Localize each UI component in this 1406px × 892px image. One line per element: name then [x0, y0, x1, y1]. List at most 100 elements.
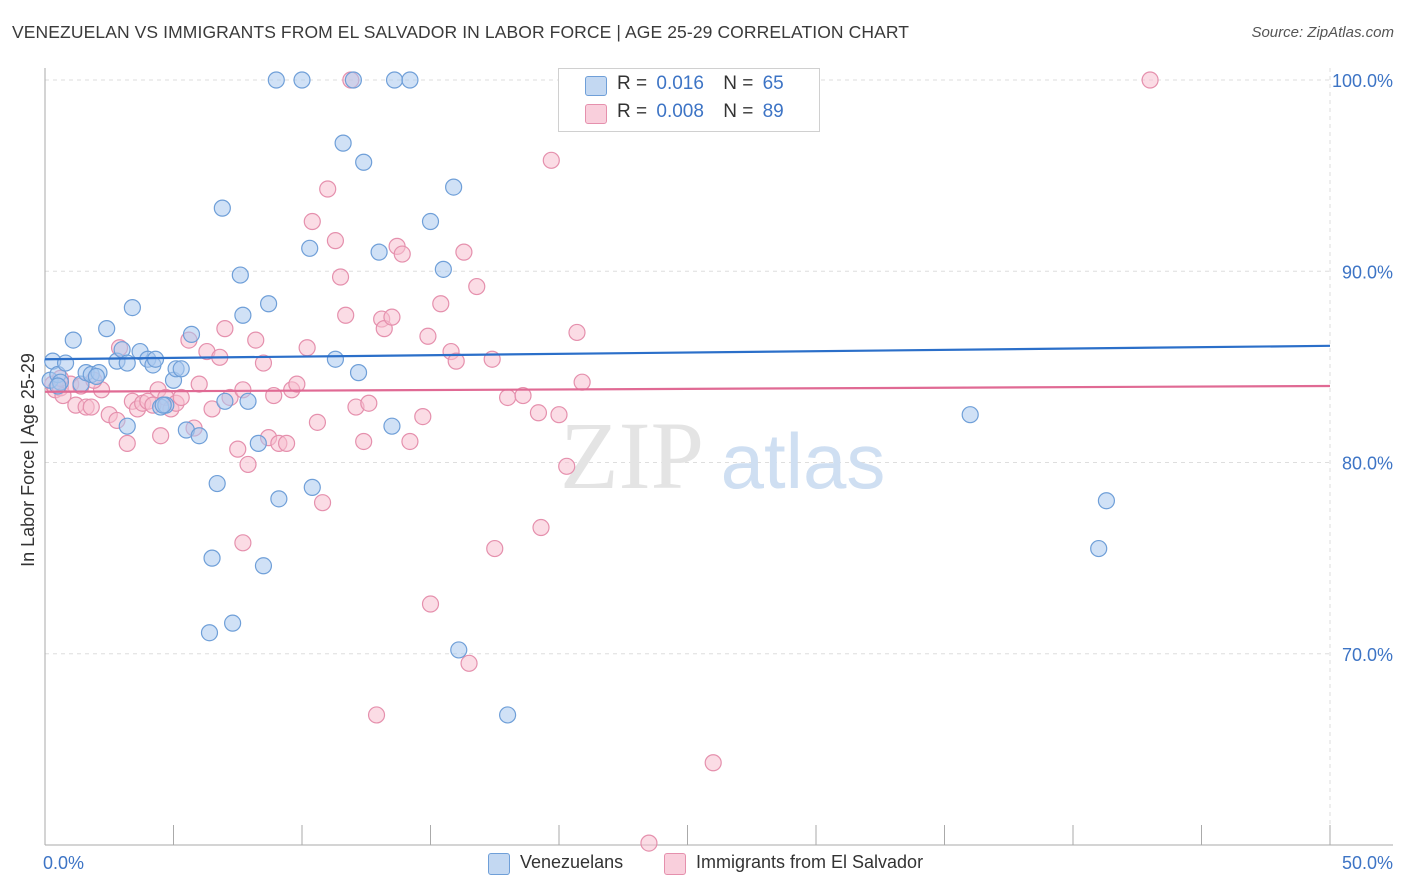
el-salvador-point [331, 268, 350, 286]
el-salvador-point [355, 432, 373, 451]
el-salvador-point [152, 427, 170, 445]
venezuelan-point [49, 377, 67, 395]
el-salvador-point [234, 534, 252, 552]
axes [44, 68, 1393, 846]
legend-label-el-salvador: Immigrants from El Salvador [696, 852, 924, 872]
el-salvador-point [319, 180, 337, 198]
venezuelan-point [450, 641, 468, 659]
el-salvador-point [558, 457, 576, 475]
el-salvador-point [298, 339, 316, 357]
legend-r-value: 0.016 [656, 73, 704, 94]
venezuelan-point [499, 706, 517, 724]
el-salvador-point [532, 518, 550, 537]
el-salvador-point [254, 354, 273, 372]
venezuelan-point [216, 392, 234, 410]
venezuelan-point [303, 478, 321, 496]
el-salvador-point [303, 212, 321, 231]
trend-line-venezuelans [44, 344, 1331, 361]
venezuelan-point [421, 212, 440, 231]
el-salvador-point [288, 375, 306, 393]
venezuelan-point [231, 266, 249, 284]
axis-labels: 70.0% 80.0% 90.0% 100.0% 0.0% 50.0% In Labor F… [18, 71, 1393, 873]
el-salvador-point [360, 394, 378, 412]
el-salvador-point [486, 539, 504, 558]
series-venezuelans-points [41, 71, 1116, 724]
legend-n-label: N = [723, 101, 754, 122]
venezuelan-point [190, 427, 208, 445]
el-salvador-point [383, 308, 401, 326]
venezuelan-point [383, 417, 401, 435]
el-salvador-point [414, 408, 432, 426]
venezuelan-point [349, 364, 368, 382]
el-salvador-point [432, 295, 450, 313]
legend-r-label: R = [617, 73, 648, 94]
el-salvador-point [455, 243, 473, 261]
legend-n-value: 89 [762, 101, 784, 122]
legend-swatch-pink [585, 104, 607, 124]
trend-lines [44, 344, 1331, 393]
venezuelan-point [118, 417, 136, 435]
watermark-atlas: atlas [721, 417, 886, 505]
el-salvador-point [337, 306, 355, 324]
venezuelan-point [123, 298, 141, 317]
venezuelan-point [234, 306, 252, 324]
chart-title: VENEZUELAN VS IMMIGRANTS FROM EL SALVADO… [12, 22, 910, 42]
el-salvador-point [203, 400, 221, 418]
legend-swatch-pink [664, 853, 686, 875]
legend-swatch-blue [585, 76, 607, 96]
trend-line-el-salvador [44, 384, 1331, 393]
el-salvador-point [460, 654, 478, 672]
venezuelan-point [64, 331, 82, 349]
venezuelan-point [355, 153, 373, 171]
el-salvador-point [419, 327, 437, 345]
el-salvador-point [568, 323, 586, 342]
legend-label-venezuelans: Venezuelans [520, 852, 624, 872]
y-tick-label: 80.0% [1342, 454, 1393, 474]
venezuelan-point [1090, 539, 1108, 558]
venezuelan-point [434, 260, 452, 278]
venezuelan-point [98, 320, 116, 338]
venezuelan-point [344, 71, 362, 89]
y-axis-title: In Labor Force | Age 25-29 [18, 353, 38, 567]
legend-r-label: R = [617, 101, 648, 122]
source-attribution: Source: ZipAtlas.com [1251, 24, 1394, 41]
venezuelan-point [293, 71, 311, 89]
el-salvador-point [393, 245, 411, 263]
venezuelan-point [961, 406, 979, 424]
el-salvador-point [313, 494, 332, 512]
venezuelan-point [445, 178, 463, 196]
el-salvador-point [1141, 71, 1159, 89]
venezuelan-point [87, 367, 106, 386]
y-tick-label: 70.0% [1342, 645, 1393, 665]
el-salvador-point [82, 398, 100, 416]
venezuelan-point [270, 490, 288, 508]
el-salvador-point [216, 320, 234, 338]
el-salvador-point [704, 754, 722, 772]
y-tick-label: 90.0% [1342, 262, 1393, 282]
venezuelan-point [239, 392, 257, 410]
el-salvador-point [239, 455, 257, 474]
venezuelan-point [370, 243, 388, 261]
el-salvador-point [550, 406, 568, 424]
venezuelan-point [182, 325, 201, 343]
venezuelan-point [213, 199, 231, 217]
venezuelan-point [301, 239, 319, 257]
el-salvador-point [401, 432, 419, 451]
venezuelan-point [385, 71, 404, 89]
venezuelan-point [154, 396, 172, 414]
el-salvador-point [172, 388, 190, 407]
el-salvador-point [190, 375, 208, 393]
venezuelan-point [334, 134, 352, 152]
el-salvador-point [542, 151, 560, 169]
el-salvador-point [367, 706, 386, 724]
el-salvador-point [529, 404, 548, 422]
el-salvador-point [468, 277, 486, 296]
el-salvador-point [118, 434, 136, 452]
el-salvador-point [499, 388, 517, 407]
el-salvador-point [247, 331, 265, 349]
watermark: ZIP atlas [560, 402, 885, 509]
venezuelan-point [172, 360, 190, 378]
venezuelan-point [326, 350, 345, 368]
venezuelan-point [203, 549, 221, 567]
